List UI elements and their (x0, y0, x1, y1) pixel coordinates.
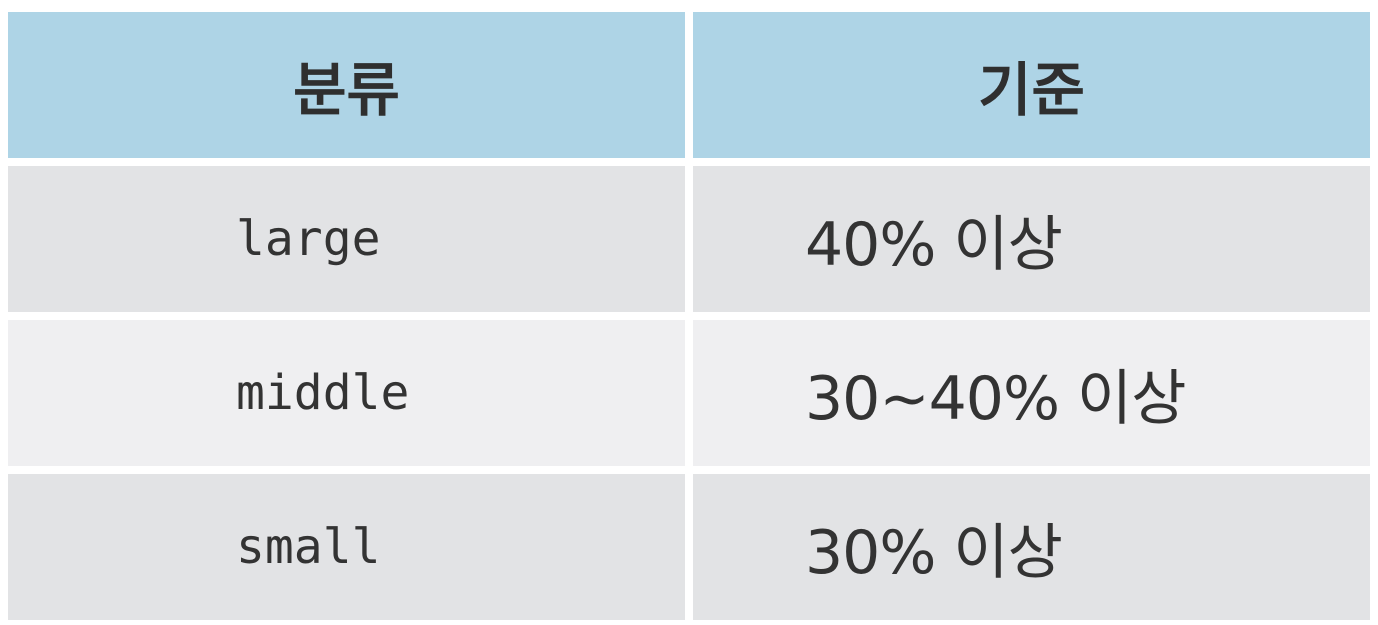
row-large-category: large (8, 166, 685, 312)
row-small-criterion: 30% 이상 (693, 474, 1370, 620)
row-middle-category: middle (8, 320, 685, 466)
row-large-criterion: 40% 이상 (693, 166, 1370, 312)
header-category: 분류 (8, 12, 685, 158)
header-criterion: 기준 (693, 12, 1370, 158)
classification-table: 분류 기준 large 40% 이상 middle 30~40% 이상 smal… (8, 12, 1370, 620)
row-middle-criterion: 30~40% 이상 (693, 320, 1370, 466)
row-small-category: small (8, 474, 685, 620)
